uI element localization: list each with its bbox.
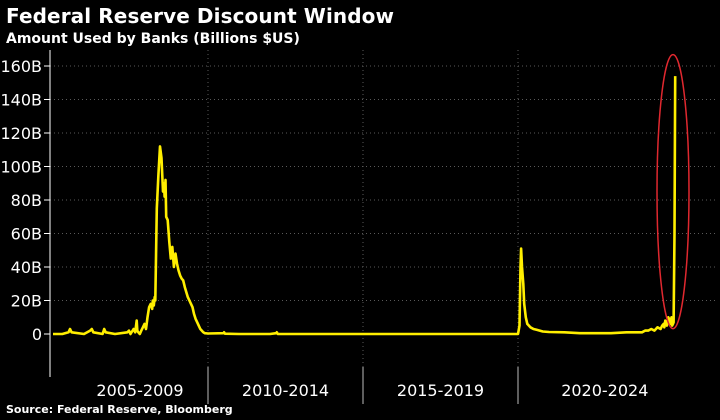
highlight-ellipse (656, 53, 690, 330)
annotation-layer (656, 53, 690, 330)
y-tick-label: 40B (11, 258, 42, 277)
chart-title: Federal Reserve Discount Window (6, 4, 395, 28)
x-category-label: 2005-2009 (96, 381, 183, 400)
y-tick-label: 0 (32, 325, 42, 344)
x-category-label: 2020-2024 (561, 381, 648, 400)
y-tick-label: 60B (11, 225, 42, 244)
y-tick-label: 80B (11, 191, 42, 210)
x-category-label: 2010-2014 (242, 381, 329, 400)
grid-lines (50, 65, 716, 301)
y-tick-label: 140B (0, 91, 42, 110)
y-tick-label: 120B (0, 124, 42, 143)
y-tick-label: 160B (0, 57, 42, 76)
y-axis: 0 20B 40B 60B 80B 100B 120B 140B 160B (0, 50, 51, 377)
y-tick-label: 100B (0, 158, 42, 177)
series-layer (53, 76, 677, 336)
y-tick-label: 20B (11, 292, 42, 311)
chart-subtitle: Amount Used by Banks (Billions $US) (6, 31, 300, 47)
series-line (53, 76, 677, 336)
x-category-label: 2015-2019 (397, 381, 484, 400)
category-dividers (207, 50, 519, 404)
x-axis-categories: 2005-2009 2010-2014 2015-2019 2020-2024 (96, 381, 648, 400)
source-note: Source: Federal Reserve, Bloomberg (6, 403, 233, 416)
